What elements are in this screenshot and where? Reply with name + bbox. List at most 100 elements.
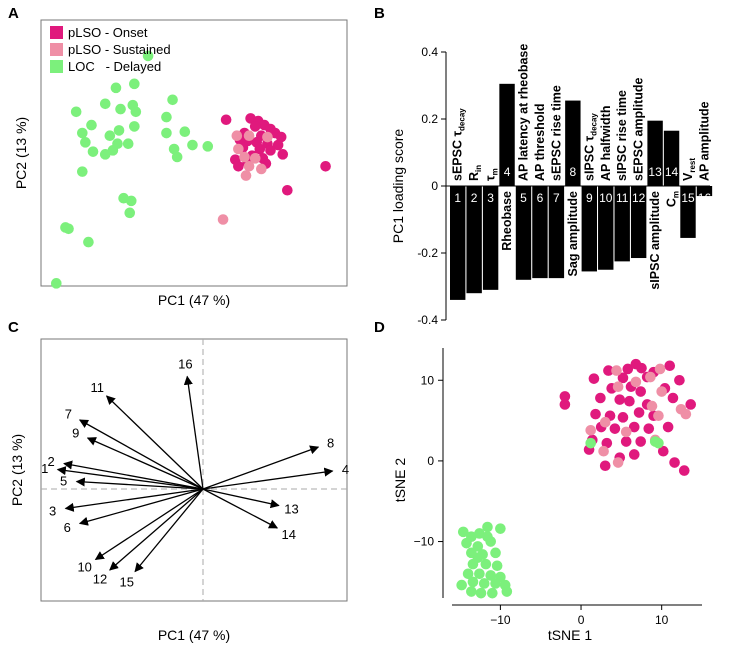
panel-a-point-onset — [249, 121, 261, 132]
panel-a-point-delayed — [77, 127, 88, 139]
panel-b-ylabel: PC1 loading score — [390, 129, 406, 244]
panel-b-bar-1 — [450, 186, 466, 300]
panel-a-point-delayed — [99, 98, 111, 110]
panel-b-label-subscript: rest — [688, 158, 697, 173]
legend-label-delayed: LOC - Delayed — [68, 59, 161, 74]
panel-d-point-onset — [601, 437, 613, 449]
panel-d-point-delayed — [501, 586, 513, 597]
panel-b-variable-label: sIPSC amplitude — [648, 191, 662, 290]
panel-a: pLSO - Onset pLSO - Sustained LOC - Dela… — [13, 19, 348, 308]
panel-b-bar-number: 5 — [520, 191, 527, 205]
panel-d-point-delayed — [482, 531, 493, 543]
panel-d-point-delayed — [482, 521, 493, 533]
panel-b-label-subscript: m — [491, 168, 500, 175]
panel-c-vector-4 — [202, 467, 334, 490]
panel-a-point-delayed — [122, 138, 134, 149]
panel-b-label-subscript: decay — [589, 113, 598, 136]
panel-c-vector-7 — [78, 419, 204, 490]
panel-b-ytick-label: 0 — [431, 179, 438, 193]
panel-c-vector-label: 3 — [49, 503, 56, 518]
panel-b-variable-label: AP latency at rheobase — [517, 44, 531, 181]
panel-d-point-sustained — [680, 408, 692, 420]
panel-d-point-delayed — [490, 578, 501, 589]
panel-d-point-sustained — [620, 426, 632, 438]
panel-c-ylabel: PC2 (13 %) — [9, 434, 25, 506]
panel-a-point-delayed — [161, 127, 172, 139]
panel-a-point-onset — [277, 149, 289, 160]
panel-b-bar-number: 2 — [471, 191, 478, 205]
panel-a-point-onset — [220, 114, 232, 126]
panel-a-point-delayed — [168, 143, 180, 155]
panel-b-bar-number: 3 — [487, 191, 494, 205]
panel-d-point-onset — [603, 365, 614, 376]
panel-d-point-onset — [635, 436, 647, 447]
panel-c-vector-9 — [86, 437, 204, 490]
panel-a-point-sustained — [256, 163, 267, 175]
panel-d-ylabel: tSNE 2 — [392, 458, 408, 503]
panel-a-frame — [40, 19, 348, 287]
panel-a-point-sustained — [262, 131, 273, 143]
panel-b-bar-12 — [630, 186, 647, 259]
panel-d-point-delayed — [653, 437, 664, 449]
panel-d-point-delayed — [485, 570, 497, 581]
panel-d-xlabel: tSNE 1 — [548, 627, 593, 643]
panel-b-ytick-label: -0.4 — [417, 313, 438, 327]
panel-a-point-delayed — [115, 103, 126, 115]
panel-d-point-onset — [628, 421, 640, 433]
panel-a-point-onset — [282, 184, 293, 196]
panel-b-variable-label: Cm — [665, 191, 681, 207]
panel-d-point-onset — [588, 373, 600, 384]
panel-a-point-delayed — [77, 166, 88, 177]
panel-b-bar-number: 10 — [599, 191, 613, 205]
panel-b-bar-number: 14 — [665, 165, 679, 179]
panel-a-point-onset — [265, 145, 276, 156]
panel-b-yticks: 0.4 0.2 0 -0.2 -0.4 — [417, 45, 446, 327]
panel-a-point-onset — [254, 143, 266, 155]
legend-label-onset: pLSO - Onset — [68, 25, 148, 40]
panel-a-point-sustained — [240, 170, 252, 181]
panel-c-vector-label: 5 — [60, 474, 67, 489]
panel-c-vector-label: 13 — [284, 501, 298, 516]
panel-c-vector-1 — [56, 466, 204, 490]
panel-c-vector-label: 10 — [77, 560, 91, 575]
panel-c-vector-label: 7 — [65, 407, 72, 422]
panel-a-legend: pLSO - Onset pLSO - Sustained LOC - Dela… — [50, 25, 171, 74]
panel-d-point-onset — [662, 421, 674, 433]
panel-b-variable-label: τm — [484, 168, 500, 181]
panel-d-point-onset — [633, 407, 645, 418]
panel-a-point-sustained — [239, 151, 250, 163]
panel-letter-a: A — [8, 5, 19, 22]
panel-b-label-subscript: m — [672, 191, 681, 198]
panel-d-ticks: −10 0 10 −10 0 10 — [414, 373, 669, 627]
panel-a-point-onset — [275, 131, 287, 143]
panel-b-bar-10 — [598, 186, 614, 270]
panel-d-point-delayed — [491, 560, 503, 572]
panel-d-point-sustained — [598, 445, 609, 457]
panel-d-point-sustained — [585, 424, 597, 436]
panel-d-point-onset — [609, 423, 621, 434]
panel-a-point-delayed — [202, 141, 214, 152]
panel-d-point-onset — [599, 460, 611, 472]
panel-d-point-delayed — [480, 558, 492, 570]
panel-b-label-subscript: in — [474, 165, 483, 172]
panel-c-vector-6 — [78, 488, 204, 526]
panel-b-variable-label: sEPSC rise time — [549, 85, 563, 181]
panel-a-point-delayed — [113, 125, 125, 136]
panel-d-xtick-label: −10 — [490, 613, 511, 627]
panel-d-ytick-label: 10 — [421, 373, 435, 387]
panel-d-point-delayed — [474, 568, 485, 580]
panel-c-vector-13 — [202, 488, 280, 509]
panel-a-point-delayed — [80, 137, 91, 148]
panel-b-bar-2 — [466, 186, 482, 294]
panel-d-point-onset — [559, 391, 571, 402]
panel-d-ytick-label: 0 — [427, 454, 434, 468]
panel-a-point-delayed — [83, 236, 94, 248]
panel-b-bar-4 — [499, 83, 515, 186]
panel-a-point-delayed — [130, 106, 142, 118]
panel-c-vector-label: 15 — [120, 575, 134, 590]
panel-d-point-delayed — [474, 528, 485, 539]
panel-d: −10 0 10 −10 0 10 tSNE 1 tSNE 2 — [392, 348, 702, 643]
panel-a-point-delayed — [124, 207, 136, 219]
panel-d-point-sustained — [612, 457, 624, 468]
